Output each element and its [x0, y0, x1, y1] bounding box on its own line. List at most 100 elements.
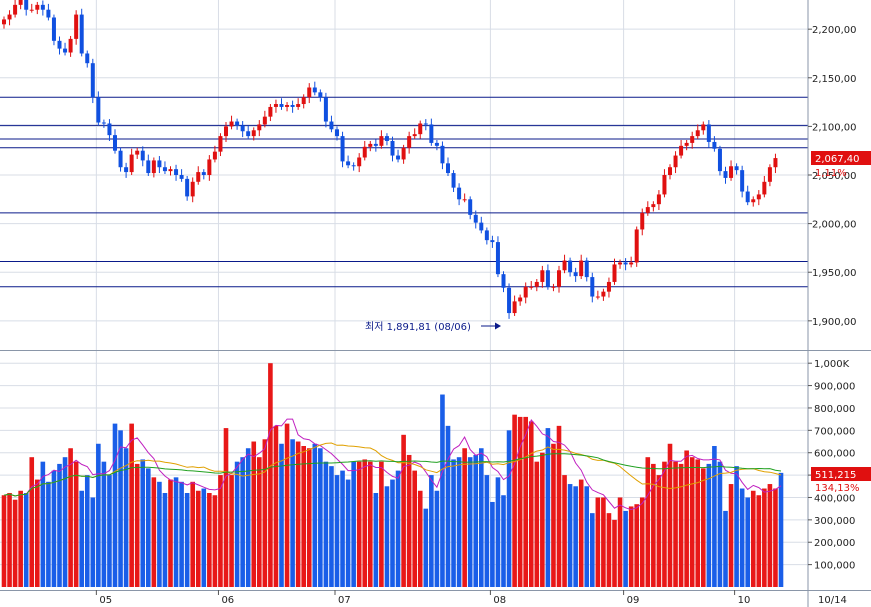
volume-bar	[606, 513, 612, 587]
volume-bar	[334, 475, 340, 587]
candle-body	[562, 260, 567, 271]
candle-body	[268, 106, 273, 117]
volume-bar	[362, 459, 368, 587]
volume-bar	[634, 504, 639, 587]
candle-body	[46, 9, 51, 18]
candle-body	[224, 126, 228, 137]
candle-body	[412, 134, 417, 137]
volume-bar	[173, 477, 179, 587]
volume-ma-line	[3, 418, 782, 511]
candle-body	[262, 116, 267, 125]
candle-body	[679, 145, 684, 156]
candle-body	[479, 222, 484, 231]
volume-bar	[429, 475, 434, 587]
volume-axis-label: 100,000	[814, 561, 855, 572]
volume-bar	[73, 461, 79, 587]
volume-bar	[578, 479, 584, 587]
volume-bar	[51, 470, 57, 587]
volume-bar	[778, 472, 784, 587]
candle-body	[695, 130, 700, 137]
candle-body	[590, 277, 595, 297]
candle-body	[212, 151, 217, 160]
candle-body	[118, 150, 123, 168]
volume-bar	[651, 463, 656, 587]
volume-bar	[229, 475, 234, 587]
volume-bar	[517, 416, 523, 587]
candle-body	[368, 143, 373, 147]
volume-bar	[190, 481, 195, 587]
volume-bar	[123, 448, 129, 587]
volume-axis-label: 700,000	[814, 426, 855, 437]
volume-bar	[284, 423, 290, 587]
candle-body	[68, 38, 73, 53]
candle-body	[684, 142, 689, 146]
volume-bar	[168, 479, 173, 587]
candle-body	[762, 181, 767, 195]
volume-bar	[567, 484, 573, 587]
candle-body	[24, 0, 29, 10]
volume-bar	[662, 461, 667, 587]
candle-body	[40, 4, 45, 10]
candle-body	[440, 145, 445, 164]
candle-body	[651, 204, 656, 208]
volume-bar	[628, 506, 634, 587]
volume-bar	[412, 470, 417, 587]
candle-body	[523, 286, 528, 298]
candle-body	[340, 136, 345, 162]
volume-bar	[639, 497, 645, 587]
volume-bar	[118, 430, 123, 587]
candle-body	[301, 97, 306, 105]
candle-body	[157, 160, 162, 168]
candle-body	[35, 4, 40, 10]
volume-change-percent: 134,13%	[815, 483, 860, 494]
volume-bar	[234, 461, 240, 587]
volume-bar	[390, 479, 395, 587]
volume-bar	[245, 448, 251, 587]
candle-body	[390, 140, 395, 156]
last-price-badge: 2,067,40	[811, 151, 871, 165]
volume-bar	[773, 488, 778, 587]
volume-bar	[290, 439, 295, 587]
date-axis-last-label: 10/14	[818, 595, 847, 606]
candle-body	[551, 286, 556, 288]
volume-bar	[728, 484, 734, 587]
candle-body	[529, 286, 534, 288]
candle-body	[701, 124, 706, 131]
volume-bar	[739, 488, 745, 587]
candle-body	[490, 240, 495, 243]
candle-body	[329, 121, 334, 130]
volume-ma-line	[3, 442, 782, 497]
candle-body	[462, 199, 467, 201]
candle-body	[745, 191, 750, 203]
candle-body	[579, 260, 584, 277]
volume-bar	[562, 475, 567, 587]
candlestick-series	[2, 0, 778, 319]
candle-body	[335, 129, 339, 137]
candle-body	[79, 14, 84, 54]
volume-bar	[490, 501, 495, 587]
volume-bar	[207, 493, 212, 587]
candle-body	[740, 170, 745, 192]
date-axis-label: 08	[493, 595, 506, 606]
volume-bar	[745, 497, 750, 587]
last-price-badge-bg	[811, 151, 871, 165]
candle-body	[601, 291, 606, 297]
price-axis-label: 2,050,00	[812, 171, 857, 182]
volume-bar	[90, 497, 96, 587]
volume-bar	[1, 495, 7, 587]
volume-bar	[151, 477, 157, 587]
volume-bar	[356, 461, 362, 587]
candle-body	[312, 87, 317, 93]
low-annotation-text: 최저 1,891,81 (08/06)	[365, 321, 471, 333]
volume-axis-label: 800,000	[814, 404, 855, 415]
candle-body	[135, 150, 140, 155]
candle-body	[168, 169, 173, 172]
volume-bar	[23, 493, 29, 587]
volume-bar	[273, 425, 279, 587]
volume-bar	[756, 495, 762, 587]
volume-bar	[223, 428, 229, 587]
volume-bar	[479, 448, 484, 587]
volume-bar	[7, 493, 12, 587]
candle-body	[473, 214, 478, 223]
